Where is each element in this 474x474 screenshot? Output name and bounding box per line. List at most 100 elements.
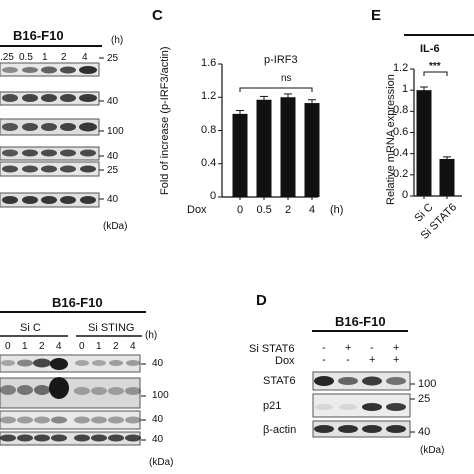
y-tick-label: 0	[402, 189, 409, 201]
blot-band	[60, 196, 76, 204]
blot-band	[2, 94, 18, 102]
time-label: 2	[113, 341, 119, 352]
kda-marker: 40	[107, 96, 119, 107]
bar	[232, 113, 248, 197]
blot-band	[80, 196, 96, 204]
kda-unit: (kDa)	[420, 445, 445, 456]
x-tick-label: 0.5	[256, 204, 272, 216]
blot-band	[80, 165, 96, 173]
blot-band	[2, 67, 18, 73]
kda-unit: (kDa)	[103, 221, 128, 232]
panel-c-x-prefix: Dox	[187, 204, 207, 216]
panel-c-significance: ns	[281, 73, 292, 84]
time-label: 0	[79, 341, 85, 352]
sign-cell: +	[393, 342, 400, 354]
kda-marker: 100	[107, 126, 124, 137]
significance-bracket	[423, 71, 448, 76]
blot-band	[79, 66, 97, 74]
y-tick-label: 1.6	[201, 57, 217, 69]
blot-band	[22, 67, 38, 73]
time-label: 1	[22, 341, 28, 352]
blot-band	[79, 122, 97, 132]
bar	[416, 90, 432, 196]
panel-a-marker-ticks	[99, 57, 104, 200]
kda-marker: 40	[152, 434, 164, 445]
time-unit: (h)	[111, 35, 124, 46]
y-tick-label: 1.2	[393, 62, 409, 74]
significance-bracket	[239, 87, 313, 92]
panel-d-bands	[314, 376, 406, 433]
time-label: 4	[130, 341, 136, 352]
row-label-si-stat6: Si STAT6	[249, 343, 295, 355]
bar	[280, 97, 296, 197]
panel-b-marker-ticks	[141, 363, 146, 441]
kda-unit: (kDa)	[149, 457, 174, 468]
blot-band	[41, 123, 57, 131]
time-label: 1	[42, 52, 48, 63]
kda-marker: 40	[418, 426, 431, 438]
blot-band	[60, 123, 76, 131]
blot-band	[41, 196, 57, 204]
time-label: 4	[56, 341, 62, 352]
blot-band	[22, 196, 38, 204]
panel-c-x-unit: (h)	[330, 204, 344, 216]
panel-e-chart-title: IL-6	[420, 43, 440, 55]
row-label-dox: Dox	[275, 355, 295, 367]
panel-a-title: B16-F10	[13, 28, 64, 43]
time-label: 0	[5, 341, 11, 352]
panel-d-title: B16-F10	[335, 314, 386, 329]
protein-label-beta-actin: β-actin	[263, 424, 297, 436]
panel-b-bands	[0, 358, 141, 442]
sign-cell: -	[322, 354, 326, 366]
y-tick-label: 1.2	[201, 90, 217, 103]
x-tick-label: 0	[237, 204, 244, 216]
time-label: 2	[61, 52, 67, 63]
panel-c-chart-title: p-IRF3	[264, 54, 298, 66]
bar	[304, 103, 320, 197]
time-label: 2	[39, 341, 45, 352]
panel-a-blot-strips	[0, 62, 100, 208]
y-tick-label: 0.8	[201, 123, 217, 136]
blot-band	[79, 94, 97, 102]
blot-band	[2, 149, 18, 157]
time-label: 0.5	[19, 52, 33, 63]
y-tick-label: 0.2	[393, 167, 409, 180]
protein-label-stat6: STAT6	[263, 375, 296, 387]
sign-cell: +	[369, 354, 376, 366]
kda-marker: 25	[418, 393, 431, 405]
blot-band	[60, 165, 76, 173]
bar	[256, 99, 272, 197]
kda-marker: 25	[107, 53, 119, 64]
sign-cell: -	[346, 354, 350, 366]
sign-cell: +	[345, 342, 352, 354]
x-tick-label: 4	[309, 204, 316, 216]
blot-band	[41, 66, 57, 74]
sign-cell: -	[370, 342, 374, 354]
group-label-si-sting: Si STING	[88, 322, 135, 334]
blot-band	[2, 165, 18, 173]
kda-marker: 40	[152, 358, 164, 369]
panel-b-blot-strips	[0, 354, 141, 446]
sign-cell: -	[322, 342, 326, 354]
bar	[439, 158, 455, 196]
sign-cell: +	[393, 354, 400, 366]
kda-marker: 40	[107, 194, 119, 205]
panel-a-bands	[2, 66, 97, 204]
blot-band	[60, 149, 76, 157]
blot-band	[22, 149, 38, 157]
panel-c-letter: C	[152, 7, 163, 24]
blot-band	[41, 149, 57, 157]
panel-d-blot-strips	[312, 371, 411, 438]
blot-band	[80, 149, 96, 157]
blot-band	[22, 94, 38, 102]
blot-band	[22, 165, 38, 173]
kda-marker: 100	[152, 390, 169, 401]
kda-marker: 25	[107, 165, 119, 176]
y-tick-label: 0.6	[393, 125, 409, 138]
blot-band	[41, 165, 57, 173]
